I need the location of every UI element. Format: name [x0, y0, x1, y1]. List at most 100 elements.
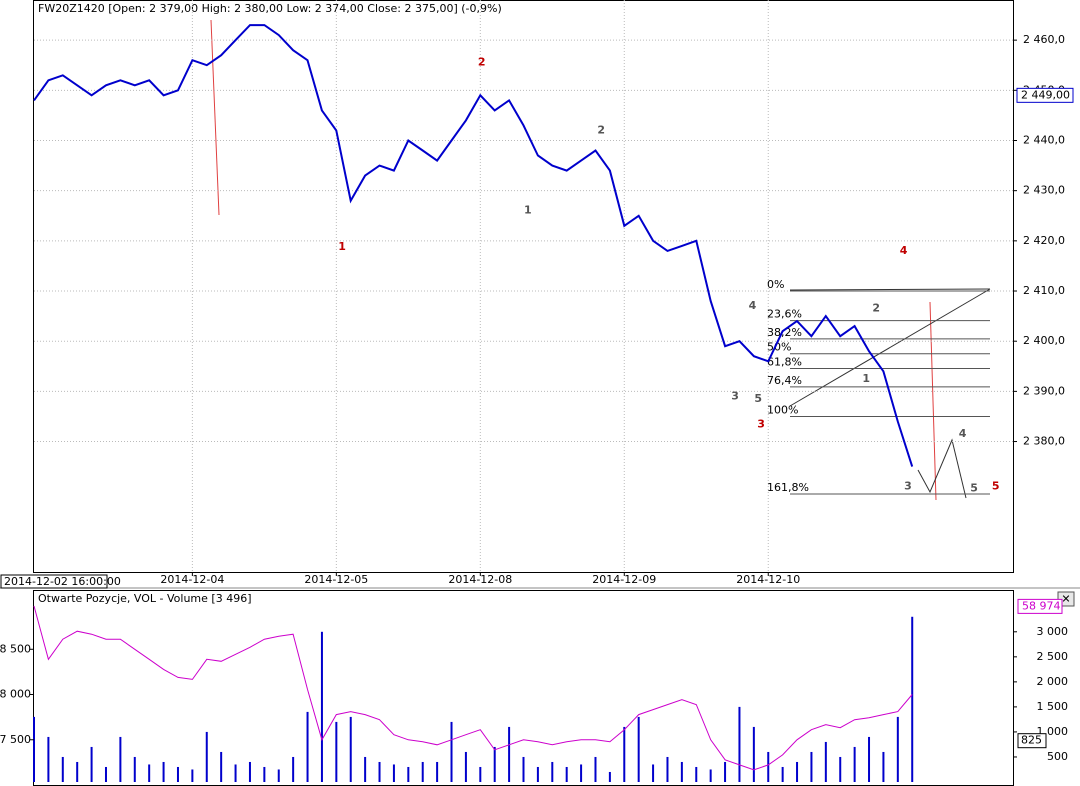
volume-bar — [47, 736, 50, 782]
volume-bar — [421, 761, 424, 782]
volume-bar — [220, 751, 223, 782]
volume-bar — [306, 711, 309, 782]
wave-label: 2 — [478, 56, 486, 69]
volume-bar — [551, 761, 554, 782]
chart-title: FW20Z1420 [Open: 2 379,00 High: 2 380,00… — [38, 2, 502, 15]
last-price-box — [1016, 87, 1074, 103]
y-tick-label: 3 000 — [1037, 625, 1069, 638]
volume-bar — [796, 761, 799, 782]
fib-label: 76,4% — [767, 374, 802, 387]
volume-bar — [738, 706, 741, 782]
volume-bar — [824, 741, 827, 782]
volume-bar — [364, 756, 367, 782]
y2-tick-label: 58 500 — [0, 642, 31, 655]
trendline — [789, 288, 991, 291]
x-tick-label: 2014-12-09 — [592, 573, 656, 586]
x-tick-label: 2014-12-04 — [160, 573, 224, 586]
wave-label: 4 — [959, 427, 967, 440]
price-line — [33, 24, 914, 467]
drawn-line — [929, 301, 937, 501]
fib-label: 50% — [767, 341, 791, 354]
volume-bar — [76, 761, 79, 782]
volume-bar — [104, 766, 107, 782]
volume-bar — [536, 766, 539, 782]
volume-bar — [911, 616, 914, 782]
last-oi-box — [1017, 598, 1063, 614]
last-price-label: 2 449,00 — [1021, 88, 1070, 101]
volume-bar — [234, 764, 237, 782]
y-tick-label: 500 — [1047, 750, 1068, 763]
volume-bar — [493, 746, 496, 782]
fib-label: 38,2% — [767, 326, 802, 339]
volume-bar — [652, 764, 655, 782]
y-tick-label: 2 410,0 — [1023, 284, 1065, 297]
y-tick-label: 2 000 — [1037, 675, 1069, 688]
wave-label: 4 — [900, 244, 908, 257]
volume-bar — [191, 769, 194, 782]
volume-bar — [349, 716, 352, 782]
volume-bar — [637, 716, 640, 782]
wave-label: 1 — [862, 372, 870, 385]
volume-bar — [119, 736, 122, 782]
volume-bar — [853, 746, 856, 782]
volume-bar — [378, 761, 381, 782]
wave-label: 5 — [992, 480, 1000, 493]
volume-bar — [709, 769, 712, 782]
y-tick-label: 2 380,0 — [1023, 435, 1065, 448]
y-tick-label: 2 430,0 — [1023, 184, 1065, 197]
drawn-line — [210, 19, 220, 216]
volume-bar — [148, 764, 151, 782]
y-tick-label: 2 390,0 — [1023, 384, 1065, 397]
volume-bar — [33, 716, 35, 782]
volume-title: Otwarte Pozycje, VOL - Volume [3 496] — [38, 592, 252, 605]
fib-label: 61,8% — [767, 356, 802, 369]
y-tick-label: 1 500 — [1037, 700, 1069, 713]
volume-bar — [839, 756, 842, 782]
fib-label: 161,8% — [767, 481, 809, 494]
projection — [917, 438, 967, 499]
volume-bar — [464, 751, 467, 782]
wave-label: 3 — [904, 480, 912, 493]
volume-bar — [407, 766, 410, 782]
price-frame — [33, 0, 1014, 573]
last-oi-label: 58 974 — [1022, 599, 1061, 612]
volume-bar — [767, 751, 770, 782]
volume-bar — [752, 726, 755, 782]
y-tick-label: 2 460,0 — [1023, 33, 1065, 46]
volume-bar — [392, 764, 395, 782]
volume-bar — [896, 716, 899, 782]
close-icon: ✕ — [1061, 593, 1070, 606]
wave-label: 3 — [731, 389, 739, 402]
volume-bar — [277, 769, 280, 782]
volume-bar — [320, 631, 323, 782]
volume-bar — [608, 771, 611, 782]
wave-label: 5 — [754, 392, 762, 405]
fib-label: 23,6% — [767, 308, 802, 321]
wave-label: 2 — [597, 123, 605, 136]
volume-bar — [133, 756, 136, 782]
wave-label: 1 — [524, 204, 532, 217]
last-volume-label: 825 — [1021, 734, 1042, 747]
volume-bar — [623, 726, 626, 782]
volume-bar — [450, 721, 453, 782]
x-tick-label: 2014-12-10 — [736, 573, 800, 586]
volume-bar — [479, 766, 482, 782]
volume-bar — [263, 766, 266, 782]
volume-bar — [594, 756, 597, 782]
wave-label: 5 — [970, 482, 978, 495]
volume-bar — [205, 731, 208, 782]
wave-label: 2 — [872, 302, 880, 315]
volume-bar — [61, 756, 64, 782]
volume-bar — [335, 721, 338, 782]
volume-bar — [162, 761, 165, 782]
volume-bar — [176, 766, 179, 782]
volume-bar — [565, 766, 568, 782]
y-tick-label: 2 420,0 — [1023, 234, 1065, 247]
volume-bar — [724, 761, 727, 782]
y-tick-label: 2 400,0 — [1023, 334, 1065, 347]
volume-bar — [695, 766, 698, 782]
volume-bar — [508, 726, 511, 782]
cursor-box — [0, 574, 108, 589]
